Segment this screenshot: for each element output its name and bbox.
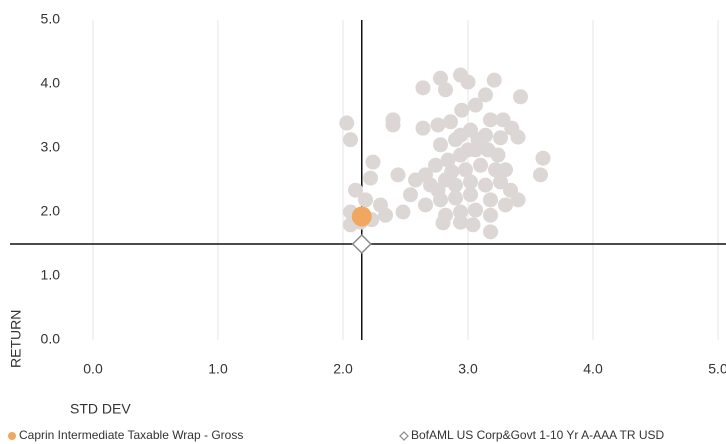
peer-point: [465, 217, 481, 233]
peer-point: [433, 137, 448, 153]
peer-point: [358, 192, 373, 208]
peer-point: [460, 142, 476, 158]
peer-point: [348, 182, 363, 198]
peer-point: [498, 162, 513, 178]
x-axis-label: STD DEV: [70, 401, 131, 417]
peer-point: [454, 102, 470, 118]
peer-point: [453, 127, 468, 143]
peer-point: [470, 132, 486, 148]
peer-point: [493, 130, 508, 146]
x-tick-label: 0.0: [83, 361, 103, 377]
y-tick-label: 2.0: [41, 203, 61, 219]
peer-point: [463, 187, 478, 203]
y-tick-label: 1.0: [41, 267, 61, 283]
y-axis-label: RETURN: [8, 310, 24, 368]
peer-point: [408, 172, 423, 188]
peer-point: [478, 177, 493, 193]
x-tick-label: 2.0: [333, 361, 353, 377]
peer-point: [533, 167, 548, 183]
peer-point: [483, 112, 498, 128]
y-tick-label: 0.0: [41, 331, 61, 347]
x-tick-label: 3.0: [458, 361, 478, 377]
peer-point: [403, 187, 418, 203]
peer-point: [343, 132, 358, 148]
fund-point: [351, 206, 372, 227]
peer-point: [443, 114, 458, 130]
legend-marker: [399, 431, 409, 441]
peer-point: [478, 87, 493, 103]
peer-point: [513, 89, 528, 105]
y-tick-label: 4.0: [41, 75, 61, 91]
peer-point: [438, 82, 453, 98]
peer-point: [390, 167, 406, 183]
peer-point: [468, 202, 483, 218]
benchmark-point: [351, 233, 372, 255]
peer-point: [440, 152, 456, 168]
peer-point: [535, 150, 551, 166]
peer-point: [468, 97, 483, 113]
y-tick-label: 3.0: [41, 139, 61, 155]
peer-point: [483, 224, 498, 240]
peer-point: [498, 197, 513, 213]
peer-point: [435, 215, 451, 231]
peer-point: [448, 190, 463, 206]
peer-point: [448, 177, 463, 193]
peer-point: [483, 192, 498, 208]
peer-point: [433, 70, 448, 86]
x-tick-label: 1.0: [208, 361, 228, 377]
x-tick-label: 5.0: [708, 361, 726, 377]
peer-point: [385, 117, 401, 133]
peer-point: [418, 197, 433, 213]
peer-point: [463, 174, 478, 190]
peer-point: [486, 72, 502, 88]
legend-marker: [8, 432, 16, 440]
peer-point: [510, 192, 526, 208]
peer-point: [510, 129, 526, 145]
peer-point: [444, 164, 460, 180]
peer-point: [483, 207, 498, 223]
peer-point: [460, 74, 476, 90]
peer-point: [378, 207, 393, 223]
legend-label: Caprin Intermediate Taxable Wrap - Gross: [19, 428, 243, 442]
peer-point: [430, 182, 446, 198]
peer-point: [490, 147, 506, 163]
peer-point: [365, 154, 381, 170]
peer-point: [430, 117, 446, 133]
peer-point: [415, 80, 431, 96]
peer-point: [493, 174, 508, 190]
y-tick-label: 5.0: [41, 11, 61, 27]
peer-point: [453, 214, 468, 230]
peer-point: [395, 204, 411, 220]
peer-point: [428, 157, 443, 173]
peer-point: [473, 157, 488, 173]
legend-label: BofAML US Corp&Govt 1-10 Yr A-AAA TR USD: [411, 428, 665, 442]
x-tick-label: 4.0: [583, 361, 603, 377]
peer-point: [458, 162, 473, 178]
peer-point: [363, 170, 378, 186]
peer-point: [339, 115, 355, 131]
peer-point: [415, 120, 431, 136]
